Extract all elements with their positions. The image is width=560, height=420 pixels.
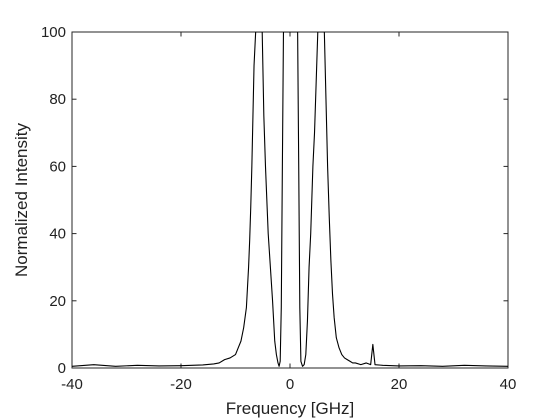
x-tick-label: -20 xyxy=(170,376,192,393)
x-axis-title: Frequency [GHz] xyxy=(226,399,355,418)
y-tick-label: 0 xyxy=(58,360,66,377)
y-tick-label: 60 xyxy=(49,158,66,175)
axis-ticks xyxy=(71,31,509,369)
y-tick-label: 100 xyxy=(41,24,66,41)
x-tick-label: -40 xyxy=(61,376,83,393)
x-tick-label: 0 xyxy=(286,376,294,393)
y-tick-label: 20 xyxy=(49,293,66,310)
plot-area xyxy=(71,31,509,369)
y-axis-title: Normalized Intensity xyxy=(12,123,31,278)
tick-labels: -40 -20 0 20 40 0 20 40 60 80 100 xyxy=(41,24,516,393)
x-tick-label: 40 xyxy=(500,376,517,393)
x-tick-label: 20 xyxy=(391,376,408,393)
y-tick-label: 40 xyxy=(49,226,66,243)
series-line xyxy=(72,32,508,367)
y-tick-label: 80 xyxy=(49,91,66,108)
